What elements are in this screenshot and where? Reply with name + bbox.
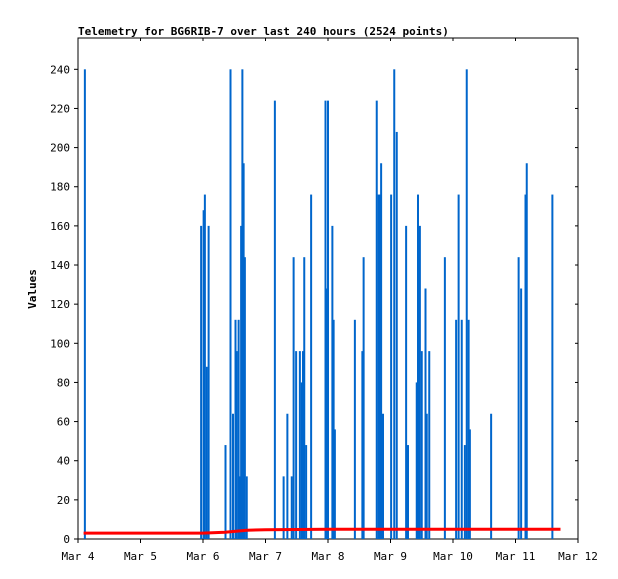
- impulse-bar: [377, 194, 380, 539]
- impulse-bar: [241, 69, 244, 539]
- x-tick-label: Mar 4: [61, 550, 94, 563]
- impulse-bar: [520, 288, 523, 539]
- x-tick-label: Mar 9: [374, 550, 407, 563]
- impulse-bar: [417, 194, 419, 539]
- x-tick-label: Mar 8: [311, 550, 344, 563]
- impulse-bar: [524, 194, 527, 539]
- y-tick-label: 140: [50, 259, 70, 272]
- impulse-bar: [490, 413, 493, 539]
- impulse-bar: [425, 413, 428, 539]
- impulse-bar: [205, 366, 208, 539]
- impulse-bar: [324, 100, 327, 539]
- impulse-bar: [273, 100, 276, 539]
- impulse-bar: [382, 413, 384, 539]
- impulse-bar: [405, 225, 408, 539]
- impulse-bar: [298, 351, 301, 539]
- y-tick-label: 60: [57, 416, 70, 429]
- impulse-bar: [235, 351, 238, 539]
- x-tick-label: Mar 5: [124, 550, 157, 563]
- impulse-bar: [468, 429, 471, 539]
- impulse-bar: [393, 69, 396, 539]
- impulse-bar: [455, 319, 458, 539]
- series-layer: [83, 69, 561, 539]
- chart-title: Telemetry for BG6RIB-7 over last 240 hou…: [78, 25, 449, 38]
- impulse-bar: [310, 194, 313, 539]
- y-tick-label: 220: [50, 102, 70, 115]
- impulse-bar: [551, 194, 554, 539]
- impulse-bar: [245, 476, 248, 539]
- impulse-bar: [83, 69, 86, 539]
- x-axis: Mar 4 Mar 5 Mar 6 Mar 7 Mar 8 Mar 9 Mar 10 Mar …: [61, 38, 598, 563]
- impulse-bar: [378, 194, 381, 539]
- y-tick-label: 100: [50, 337, 70, 350]
- impulse-bar: [237, 319, 240, 539]
- impulse-bar: [457, 194, 460, 539]
- y-tick-label: 0: [63, 533, 70, 546]
- impulse-bar: [325, 288, 328, 539]
- impulse-bar: [428, 351, 431, 539]
- impulse-bar: [242, 163, 245, 539]
- impulse-bar: [390, 194, 393, 539]
- y-tick-label: 120: [50, 298, 70, 311]
- impulse-bar: [295, 351, 298, 539]
- impulse-bar: [202, 210, 205, 539]
- x-tick-label: Mar 11: [496, 550, 536, 563]
- impulse-bar: [300, 382, 303, 539]
- impulse-bar: [229, 69, 232, 539]
- impulse-bar: [443, 257, 446, 539]
- series-line: [83, 527, 561, 535]
- impulse-bar: [303, 257, 306, 539]
- impulse-bar: [200, 225, 203, 539]
- impulse-bar: [302, 351, 304, 539]
- impulse-bar: [380, 163, 383, 539]
- y-tick-label: 80: [57, 376, 70, 389]
- impulse-bar: [331, 225, 334, 539]
- impulse-bar: [224, 445, 227, 539]
- impulse-bar: [525, 163, 528, 539]
- x-tick-label: Mar 10: [433, 550, 473, 563]
- impulse-bar: [243, 257, 246, 539]
- impulse-bar: [375, 100, 378, 539]
- y-tick-label: 40: [57, 455, 70, 468]
- impulse-bar: [467, 319, 470, 539]
- impulse-bar: [234, 319, 237, 539]
- y-tick-label: 240: [50, 63, 70, 76]
- impulse-bar: [418, 225, 421, 539]
- impulse-bar: [353, 319, 356, 539]
- y-tick-label: 200: [50, 142, 70, 155]
- impulse-bar: [362, 257, 365, 539]
- impulse-bar: [332, 319, 335, 539]
- impulse-bar: [203, 194, 206, 539]
- impulse-bar: [415, 382, 418, 539]
- impulse-bar: [407, 445, 409, 539]
- impulse-bar: [465, 69, 468, 539]
- x-tick-label: Mar 12: [558, 550, 598, 563]
- impulse-bar: [395, 131, 398, 539]
- y-axis-label: Values: [26, 269, 39, 309]
- impulse-bar: [327, 100, 329, 539]
- impulse-bar: [517, 257, 520, 539]
- impulse-bar: [463, 445, 466, 539]
- impulse-bar: [232, 413, 234, 539]
- y-tick-label: 180: [50, 181, 70, 194]
- impulse-bar: [207, 225, 210, 539]
- x-tick-label: Mar 6: [186, 550, 219, 563]
- impulse-bar: [460, 319, 463, 539]
- impulse-bar: [282, 476, 285, 539]
- y-axis: 0 20 40 60 80 100 120 140 160 180 200 220 240: [50, 63, 578, 546]
- impulse-bar: [424, 288, 427, 539]
- impulse-bar: [333, 429, 336, 539]
- impulse-bar: [305, 445, 308, 539]
- impulse-bar: [290, 476, 293, 539]
- impulse-bar: [240, 225, 243, 539]
- impulse-bar: [238, 476, 241, 539]
- impulse-bar: [420, 351, 423, 539]
- impulse-bar: [361, 351, 364, 539]
- impulse-bar: [292, 257, 295, 539]
- impulse-bar: [286, 413, 289, 539]
- y-tick-label: 160: [50, 220, 70, 233]
- y-tick-label: 20: [57, 494, 70, 507]
- x-tick-label: Mar 7: [249, 550, 282, 563]
